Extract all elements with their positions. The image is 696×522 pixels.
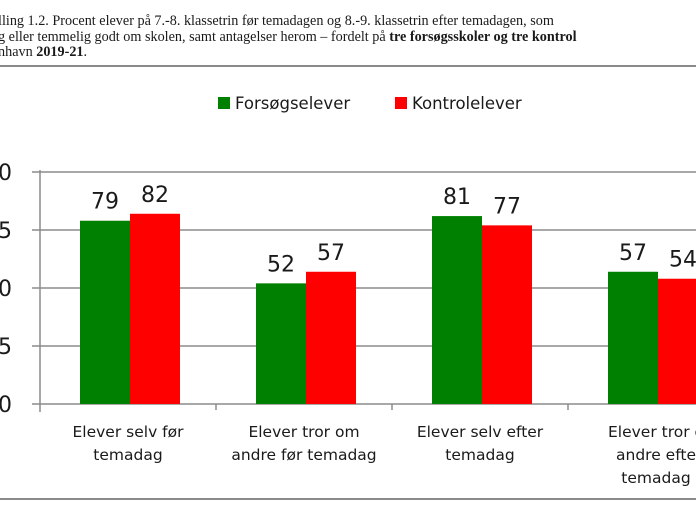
legend-label-1: Forsøgselever <box>235 94 350 113</box>
caption-line-2: g eller temmelig godt om skolen, samt an… <box>0 28 696 46</box>
bar-forsogselever <box>256 283 306 404</box>
y-tick-label: 0 <box>0 277 12 302</box>
figure-caption: lling 1.2. Procent elever på 7.-8. klass… <box>0 13 696 61</box>
legend-swatch-2 <box>395 97 407 109</box>
caption-line-3-text: nhavn <box>0 44 37 60</box>
y-tick-label: 0 <box>0 393 12 418</box>
x-tick-label: temadag <box>445 446 514 464</box>
x-tick-label: Elever selv efter <box>417 423 544 441</box>
bar-kontrolelever <box>306 271 356 404</box>
y-tick-labels: 0 5 0 5 0 <box>0 161 12 418</box>
x-tick-label: Elever tror o <box>608 423 696 441</box>
value-label: 54 <box>669 248 696 273</box>
caption-line-3-bold: 2019-21 <box>36 44 84 60</box>
x-tick-label: andre efte <box>616 446 696 464</box>
caption-line-3-end: . <box>83 44 88 60</box>
value-label: 57 <box>619 241 647 266</box>
value-labels: 79 82 52 57 81 77 57 54 <box>91 183 696 278</box>
bar-kontrolelever <box>130 213 180 404</box>
x-tick-label: Elever selv før <box>73 423 185 441</box>
bar-forsogselever <box>608 271 658 404</box>
value-label: 57 <box>317 241 345 266</box>
x-tick-label: temadag <box>93 446 162 464</box>
bar-kontrolelever <box>658 278 696 404</box>
value-label: 77 <box>493 194 521 219</box>
caption-line-3: nhavn 2019-21. <box>0 44 696 61</box>
value-label: 52 <box>267 252 295 277</box>
caption-line-2-bold: tre forsøgsskoler og tre kontrol <box>389 28 577 45</box>
caption-line-1: lling 1.2. Procent elever på 7.-8. klass… <box>0 13 554 29</box>
value-label: 79 <box>91 190 119 215</box>
x-tick-label: andre før temadag <box>231 446 376 464</box>
legend: Forsøgselever Kontrolelever <box>218 94 522 113</box>
legend-label-2: Kontrolelever <box>412 94 522 113</box>
bar-kontrolelever <box>482 225 532 404</box>
y-tick-label: 0 <box>0 161 12 186</box>
axes <box>39 170 569 412</box>
chart-frame-bottom <box>0 498 696 500</box>
chart-frame-top <box>0 65 696 67</box>
bars <box>80 213 696 404</box>
caption-line-2-text: g eller temmelig godt om skolen, samt an… <box>0 28 390 45</box>
x-tick-label: temadag <box>621 469 690 487</box>
bar-chart: Forsøgselever Kontrolelever 0 5 0 5 0 79 82 52 5… <box>0 94 696 487</box>
legend-swatch-1 <box>218 97 230 109</box>
x-tick-label: Elever tror om <box>248 423 359 441</box>
x-tick-labels: Elever selv før temadag Elever tror om andr… <box>73 423 696 487</box>
value-label: 82 <box>141 183 169 208</box>
y-tick-label: 5 <box>0 219 12 244</box>
value-label: 81 <box>443 185 471 210</box>
y-tick-label: 5 <box>0 335 12 360</box>
bar-forsogselever <box>432 216 482 404</box>
bar-forsogselever <box>80 220 130 404</box>
